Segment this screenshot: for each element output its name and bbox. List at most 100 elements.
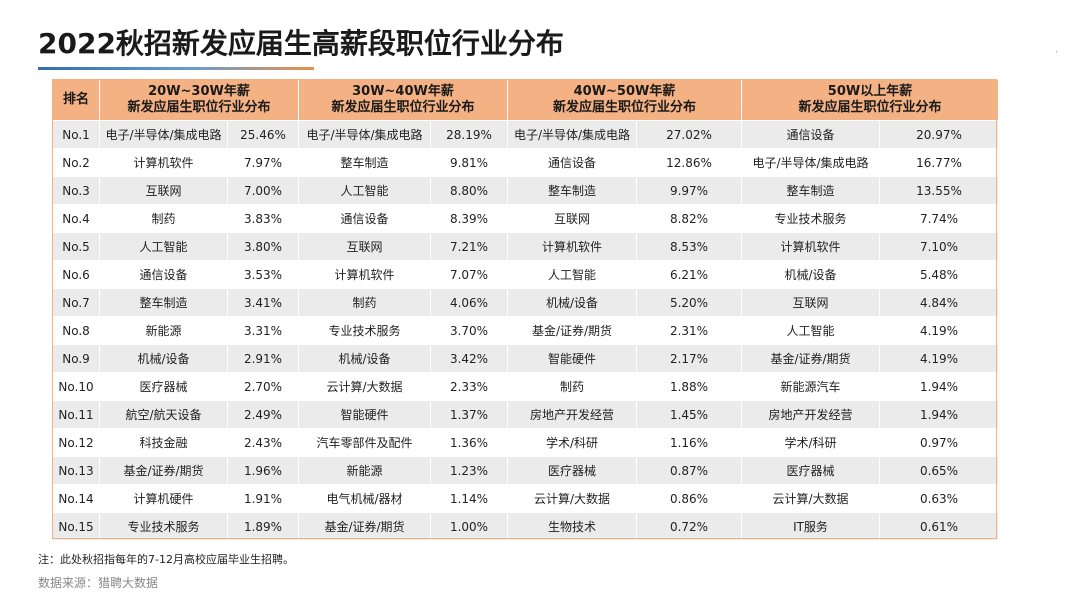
percent-cell: 2.91% bbox=[227, 344, 299, 373]
industry-cell: IT服务 bbox=[741, 512, 880, 541]
percent-cell: 27.02% bbox=[636, 120, 742, 149]
industry-cell: 基金/证券/期货 bbox=[507, 316, 637, 345]
percent-cell: 8.53% bbox=[636, 232, 742, 261]
table-row: No.7 整车制造 3.41% 制药 4.06% 机械/设备 5.20% 互联网 4.84% bbox=[52, 288, 999, 317]
industry-cell: 机械/设备 bbox=[507, 288, 637, 317]
percent-cell: 3.70% bbox=[430, 316, 508, 345]
rank-cell: No.13 bbox=[52, 456, 100, 485]
industry-cell: 医疗器械 bbox=[99, 372, 228, 401]
table-row: No.6 通信设备 3.53% 计算机软件 7.07% 人工智能 6.21% 机械/设备 5.4… bbox=[52, 260, 999, 289]
rank-cell: No.5 bbox=[52, 232, 100, 261]
industry-cell: 房地产开发经营 bbox=[741, 400, 880, 429]
percent-cell: 1.45% bbox=[636, 400, 742, 429]
industry-cell: 房地产开发经营 bbox=[507, 400, 637, 429]
industry-cell: 通信设备 bbox=[298, 204, 431, 233]
percent-cell: 1.16% bbox=[636, 428, 742, 457]
rank-cell: No.3 bbox=[52, 176, 100, 205]
industry-cell: 基金/证券/期货 bbox=[298, 512, 431, 541]
rank-cell: No.7 bbox=[52, 288, 100, 317]
percent-cell: 13.55% bbox=[879, 176, 999, 205]
industry-cell: 医疗器械 bbox=[741, 456, 880, 485]
industry-cell: 计算机软件 bbox=[507, 232, 637, 261]
industry-cell: 新能源 bbox=[99, 316, 228, 345]
table-row: No.8 新能源 3.31% 专业技术服务 3.70% 基金/证券/期货 2.31% 人工智能… bbox=[52, 316, 999, 345]
percent-cell: 1.94% bbox=[879, 372, 999, 401]
page-title: 2022秋招新发应届生高薪段职位行业分布 bbox=[38, 27, 564, 60]
percent-cell: 3.31% bbox=[227, 316, 299, 345]
header-group-title: 20W~30W年薪 bbox=[148, 84, 250, 99]
rank-cell: No.11 bbox=[52, 400, 100, 429]
percent-cell: 3.42% bbox=[430, 344, 508, 373]
header-group-title: 30W~40W年薪 bbox=[352, 84, 454, 99]
percent-cell: 3.83% bbox=[227, 204, 299, 233]
industry-cell: 整车制造 bbox=[99, 288, 228, 317]
percent-cell: 1.14% bbox=[430, 484, 508, 513]
header-group-subtitle: 新发应届生职位行业分布 bbox=[127, 100, 271, 115]
percent-cell: 0.65% bbox=[879, 456, 999, 485]
percent-cell: 2.31% bbox=[636, 316, 742, 345]
header-group-title: 40W~50W年薪 bbox=[573, 84, 676, 99]
industry-cell: 计算机软件 bbox=[99, 148, 228, 177]
percent-cell: 7.74% bbox=[879, 204, 999, 233]
rank-cell: No.6 bbox=[52, 260, 100, 289]
table-row: No.15 专业技术服务 1.89% 基金/证券/期货 1.00% 生物技术 0.72% IT… bbox=[52, 512, 999, 541]
percent-cell: 25.46% bbox=[227, 120, 299, 149]
percent-cell: 0.86% bbox=[636, 484, 742, 513]
percent-cell: 2.17% bbox=[636, 344, 742, 373]
table-row: No.5 人工智能 3.80% 互联网 7.21% 计算机软件 8.53% 计算机软件 7.10… bbox=[52, 232, 999, 261]
industry-cell: 互联网 bbox=[741, 288, 880, 317]
industry-cell: 通信设备 bbox=[507, 148, 637, 177]
header-group-40-50: 40W~50W年薪 新发应届生职位行业分布 bbox=[507, 79, 742, 121]
percent-cell: 2.33% bbox=[430, 372, 508, 401]
rank-cell: No.1 bbox=[52, 120, 100, 149]
percent-cell: 4.06% bbox=[430, 288, 508, 317]
industry-cell: 云计算/大数据 bbox=[298, 372, 431, 401]
footnote: 注：此处秋招指每年的7-12月高校应届毕业生招聘。 bbox=[38, 553, 294, 566]
industry-cell: 人工智能 bbox=[741, 316, 880, 345]
percent-cell: 0.63% bbox=[879, 484, 999, 513]
percent-cell: 0.97% bbox=[879, 428, 999, 457]
industry-cell: 医疗器械 bbox=[507, 456, 637, 485]
industry-cell: 机械/设备 bbox=[298, 344, 431, 373]
rank-cell: No.9 bbox=[52, 344, 100, 373]
table-row: No.4 制药 3.83% 通信设备 8.39% 互联网 8.82% 专业技术服务 7.74% bbox=[52, 204, 999, 233]
industry-cell: 计算机软件 bbox=[298, 260, 431, 289]
industry-cell: 专业技术服务 bbox=[741, 204, 880, 233]
industry-cell: 基金/证券/期货 bbox=[99, 456, 228, 485]
industry-cell: 生物技术 bbox=[507, 512, 637, 541]
rank-cell: No.8 bbox=[52, 316, 100, 345]
percent-cell: 7.10% bbox=[879, 232, 999, 261]
industry-cell: 学术/科研 bbox=[507, 428, 637, 457]
percent-cell: 4.84% bbox=[879, 288, 999, 317]
percent-cell: 2.70% bbox=[227, 372, 299, 401]
percent-cell: 1.94% bbox=[879, 400, 999, 429]
industry-cell: 计算机软件 bbox=[741, 232, 880, 261]
percent-cell: 1.23% bbox=[430, 456, 508, 485]
distribution-table: 排名 20W~30W年薪 新发应届生职位行业分布 30W~40W年薪 新发应届生… bbox=[52, 79, 999, 541]
percent-cell: 1.37% bbox=[430, 400, 508, 429]
industry-cell: 整车制造 bbox=[507, 176, 637, 205]
table-row: No.1 电子/半导体/集成电路 25.46% 电子/半导体/集成电路 28.19% 电子… bbox=[52, 120, 999, 149]
corner-mark: , bbox=[1054, 44, 1058, 55]
header-rank: 排名 bbox=[52, 79, 100, 121]
industry-cell: 人工智能 bbox=[298, 176, 431, 205]
percent-cell: 2.49% bbox=[227, 400, 299, 429]
header-group-subtitle: 新发应届生职位行业分布 bbox=[798, 100, 942, 115]
rank-cell: No.12 bbox=[52, 428, 100, 457]
industry-cell: 基金/证券/期货 bbox=[741, 344, 880, 373]
industry-cell: 整车制造 bbox=[741, 176, 880, 205]
percent-cell: 7.00% bbox=[227, 176, 299, 205]
industry-cell: 计算机硬件 bbox=[99, 484, 228, 513]
rank-cell: No.14 bbox=[52, 484, 100, 513]
header-group-30-40: 30W~40W年薪 新发应届生职位行业分布 bbox=[298, 79, 508, 121]
percent-cell: 1.89% bbox=[227, 512, 299, 541]
data-source: 数据来源：猎聘大数据 bbox=[38, 576, 159, 590]
table-row: No.9 机械/设备 2.91% 机械/设备 3.42% 智能硬件 2.17% 基金/证券/期… bbox=[52, 344, 999, 373]
percent-cell: 4.19% bbox=[879, 316, 999, 345]
percent-cell: 4.19% bbox=[879, 344, 999, 373]
header-group-subtitle: 新发应届生职位行业分布 bbox=[331, 100, 475, 115]
industry-cell: 电子/半导体/集成电路 bbox=[741, 148, 880, 177]
industry-cell: 云计算/大数据 bbox=[507, 484, 637, 513]
header-group-subtitle: 新发应届生职位行业分布 bbox=[552, 100, 696, 115]
table-row: No.10 医疗器械 2.70% 云计算/大数据 2.33% 制药 1.88% 新能源汽车 1.… bbox=[52, 372, 999, 401]
